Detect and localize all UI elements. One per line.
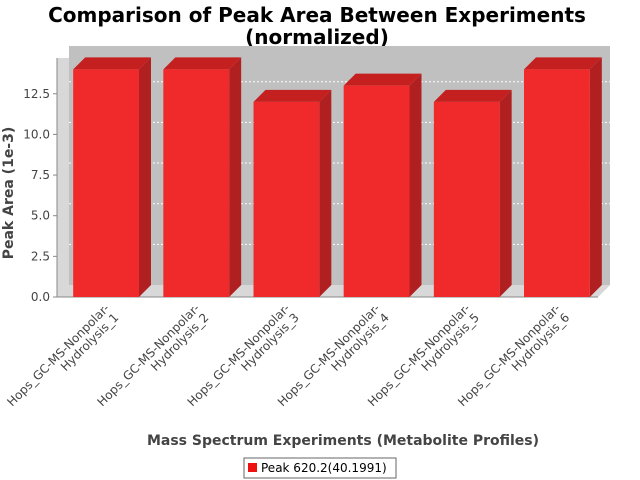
chart-subtitle: (normalized) bbox=[245, 25, 389, 49]
bar-top bbox=[524, 57, 602, 70]
y-tick-label: 0.0 bbox=[31, 290, 50, 304]
y-tick-label: 12.5 bbox=[23, 87, 50, 101]
y-tick-label: 10.0 bbox=[23, 127, 50, 141]
y-tick-label: 7.5 bbox=[31, 168, 50, 182]
y-tick-label: 5.0 bbox=[31, 209, 50, 223]
bar-side bbox=[499, 89, 512, 298]
y-axis-label: Peak Area (1e-3) bbox=[1, 127, 17, 260]
y-tick-label: 2.5 bbox=[31, 249, 50, 263]
bar bbox=[73, 69, 139, 297]
bar-side bbox=[229, 57, 242, 297]
bar-top bbox=[73, 57, 151, 70]
bar-top bbox=[433, 89, 512, 102]
legend-label: Peak 620.2(40.1991) bbox=[261, 461, 387, 475]
x-axis-label: Mass Spectrum Experiments (Metabolite Pr… bbox=[147, 433, 539, 449]
bar-side bbox=[589, 57, 602, 297]
bar-side bbox=[319, 89, 332, 298]
bar bbox=[433, 101, 500, 298]
legend-box bbox=[243, 457, 397, 479]
bar bbox=[163, 69, 230, 297]
legend: Peak 620.2(40.1991) bbox=[243, 457, 397, 479]
legend-swatch bbox=[248, 463, 257, 472]
bar-top bbox=[163, 57, 242, 70]
plot-area: 0.0 2.5 5.0 7.5 10.0 12.5 Hops_GC-MS-Nonpolar-… bbox=[4, 46, 610, 409]
bar bbox=[524, 69, 590, 297]
bar-side bbox=[138, 57, 151, 297]
plot-background bbox=[69, 46, 610, 285]
bar-top bbox=[253, 89, 332, 102]
bar bbox=[253, 101, 320, 298]
chart-title: Comparison of Peak Area Between Experime… bbox=[48, 3, 586, 27]
bar-top bbox=[343, 73, 422, 86]
x-tick-label-line: Hops_GC-MS-Nonpolar- bbox=[4, 301, 112, 409]
bar bbox=[343, 85, 410, 297]
bar-side bbox=[409, 73, 422, 297]
